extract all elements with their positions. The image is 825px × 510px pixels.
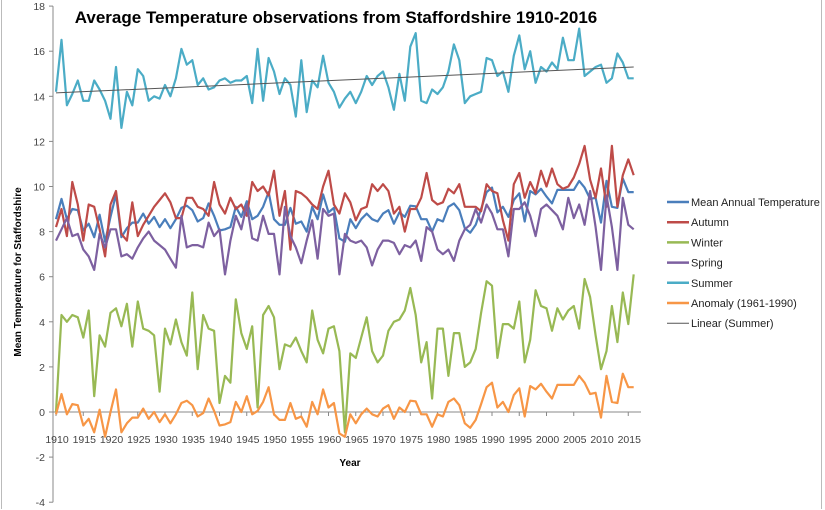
x-tick-label: 1940 xyxy=(209,434,233,446)
y-tick-label: 0 xyxy=(39,407,45,419)
legend-item: Linear (Summer) xyxy=(667,318,774,330)
series-line-autumn xyxy=(54,144,635,258)
x-tick-label: 2000 xyxy=(536,434,560,446)
series-line-summer xyxy=(54,27,634,130)
x-tick-label: 1980 xyxy=(427,434,451,446)
legend-item: Mean Annual Temperature xyxy=(667,197,820,209)
y-tick-label: 8 xyxy=(39,227,45,239)
x-tick-label: 1935 xyxy=(182,434,206,446)
legend-item: Autumn xyxy=(667,217,729,229)
chart-title: Average Temperature observations from St… xyxy=(75,8,597,27)
y-tick-label: 16 xyxy=(33,46,45,58)
series-line-mean-annual-temperature xyxy=(54,177,634,243)
x-tick-label: 1950 xyxy=(263,434,287,446)
y-tick-label: -4 xyxy=(36,497,45,509)
x-tick-label: 1970 xyxy=(372,434,396,446)
legend-item: Summer xyxy=(667,278,733,290)
y-tick-label: 10 xyxy=(33,182,45,194)
x-tick-label: 1985 xyxy=(454,434,478,446)
x-tick-label: 1930 xyxy=(154,434,178,446)
y-tick-label: -2 xyxy=(36,452,45,464)
y-axis-label: Mean Temperature for Staffordshire xyxy=(13,187,24,357)
x-tick-label: 2005 xyxy=(563,434,587,446)
y-tick-label: 14 xyxy=(33,91,45,103)
y-tick-label: 2 xyxy=(39,362,45,374)
x-tick-label: 1915 xyxy=(73,434,97,446)
trendline-summer xyxy=(55,66,634,94)
legend-label: Anomaly (1961-1990) xyxy=(691,298,797,310)
x-tick-label: 1995 xyxy=(509,434,533,446)
legend-label: Autumn xyxy=(691,217,729,229)
y-tick-label: 12 xyxy=(33,136,45,148)
y-tick-label: 18 xyxy=(33,1,45,13)
legend-label: Mean Annual Temperature xyxy=(691,197,820,209)
y-tick-label: 6 xyxy=(39,272,45,284)
x-axis-label: Year xyxy=(339,458,360,469)
legend-item: Winter xyxy=(667,237,723,249)
legend-item: Anomaly (1961-1990) xyxy=(667,298,797,310)
x-tick-label: 2015 xyxy=(618,434,642,446)
x-tick-label: 1955 xyxy=(291,434,315,446)
x-tick-label: 1990 xyxy=(481,434,505,446)
x-tick-label: 1960 xyxy=(318,434,342,446)
y-tick-label: 4 xyxy=(39,317,45,329)
x-tick-label: 1925 xyxy=(127,434,151,446)
legend-label: Linear (Summer) xyxy=(691,318,774,330)
legend-label: Winter xyxy=(691,237,723,249)
legend-item: Spring xyxy=(667,258,723,270)
x-tick-label: 1945 xyxy=(236,434,260,446)
legend-label: Spring xyxy=(691,258,723,270)
series-line-spring xyxy=(55,189,635,276)
x-tick-label: 1965 xyxy=(345,434,369,446)
x-tick-label: 1920 xyxy=(100,434,124,446)
x-tick-label: 2010 xyxy=(590,434,614,446)
series-line-anomaly-1961-1990 xyxy=(54,372,634,438)
legend-label: Summer xyxy=(691,278,733,290)
x-tick-label: 1910 xyxy=(45,434,69,446)
x-tick-label: 1975 xyxy=(400,434,424,446)
